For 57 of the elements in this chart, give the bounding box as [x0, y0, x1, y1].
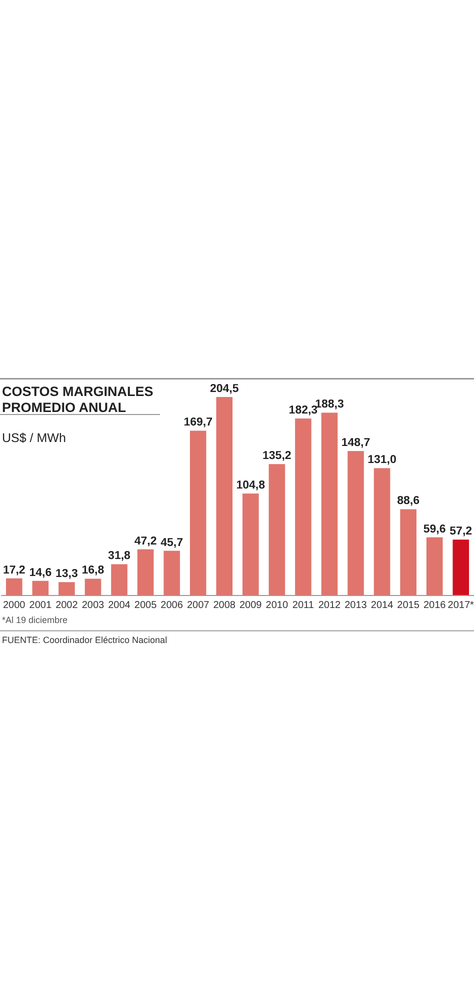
- data-label: 57,2: [450, 526, 472, 538]
- x-tick-label: 2005: [134, 600, 158, 611]
- x-tick-label: 2012: [318, 600, 342, 611]
- data-label: 131,0: [368, 454, 396, 466]
- data-label: 88,6: [397, 495, 420, 508]
- data-label: 204,5: [210, 383, 240, 395]
- bar: [452, 540, 470, 595]
- data-label: 14,6: [29, 566, 52, 579]
- data-label: 45,7: [160, 536, 183, 549]
- bar: [295, 418, 312, 595]
- x-tick-label: 2013: [344, 600, 368, 611]
- x-tick-label: 2004: [108, 600, 131, 611]
- x-tick-label: 2014: [370, 600, 394, 611]
- bar: [84, 578, 102, 595]
- x-tick-label: 2017*: [448, 600, 474, 611]
- x-tick-label: 2009: [240, 600, 262, 611]
- x-tick-label: 2007: [186, 600, 210, 611]
- bar: [374, 468, 390, 595]
- data-label: 13,3: [56, 568, 78, 580]
- bar: [58, 582, 75, 595]
- x-tick-label: 2002: [56, 600, 78, 611]
- x-tick-label: 2000: [3, 600, 26, 611]
- bar: [164, 550, 180, 595]
- x-tick-label: 2001: [29, 600, 52, 611]
- x-tick-label: 2011: [292, 600, 314, 611]
- data-label: 16,8: [82, 564, 105, 577]
- data-label: 59,6: [423, 523, 446, 536]
- source-note: FUENTE: Coordinador Eléctrico Nacional: [2, 635, 168, 645]
- bar: [242, 494, 259, 595]
- bar: [426, 537, 443, 595]
- bar: [216, 397, 233, 595]
- bar: [268, 464, 286, 595]
- x-tick-label: 2006: [160, 600, 184, 611]
- data-label: 47,2: [134, 535, 157, 548]
- bar: [400, 509, 416, 595]
- bar: [190, 430, 206, 595]
- bar: [348, 451, 364, 595]
- data-label: 169,7: [184, 416, 212, 429]
- bar: [137, 549, 154, 595]
- x-tick-label: 2016: [423, 600, 446, 611]
- bar: [111, 564, 128, 595]
- text: *Al 19 diciembre: [2, 615, 68, 625]
- data-label: 148,7: [341, 437, 370, 450]
- data-label: 104,8: [236, 480, 266, 492]
- data-label: 182,3: [288, 404, 318, 416]
- bar: [321, 412, 338, 595]
- bar: [6, 578, 22, 595]
- data-label: 31,8: [108, 550, 132, 562]
- x-tick-label: 2003: [82, 600, 105, 611]
- data-label: 135,2: [262, 450, 292, 462]
- x-tick-label: 2010: [266, 600, 288, 611]
- chart-title: COSTOS MARGINALES PROMEDIO ANUAL: [2, 384, 154, 415]
- x-tick-label: 2015: [397, 600, 420, 611]
- y-axis-title: US$ / MWh: [2, 431, 66, 445]
- x-tick-label: 2008: [213, 600, 236, 611]
- bar: [32, 580, 49, 595]
- data-label: 17,2: [2, 564, 26, 576]
